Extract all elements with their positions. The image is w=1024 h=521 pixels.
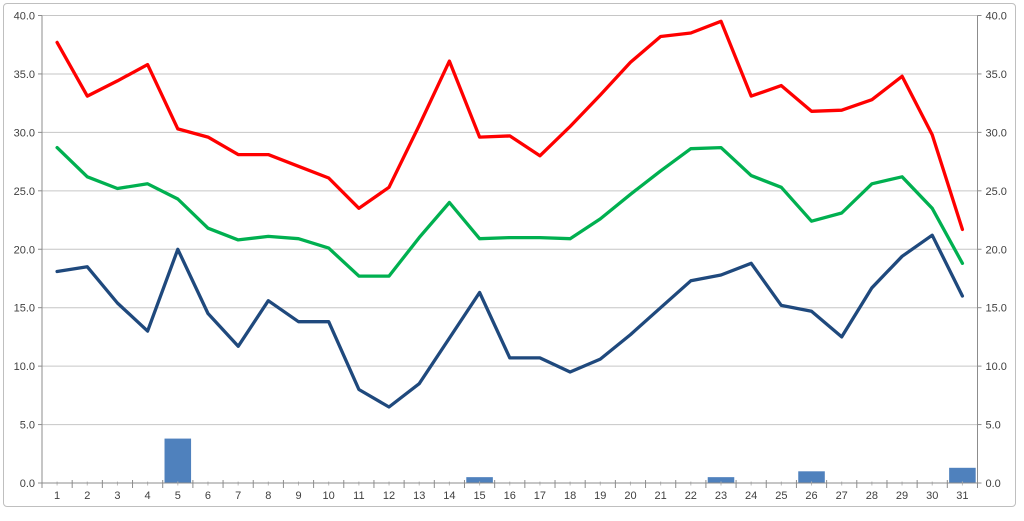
- y-axis-label-right: 5.0: [986, 420, 1001, 432]
- x-axis-label: 15: [473, 490, 485, 502]
- y-axis-label-left: 0.0: [20, 478, 35, 490]
- y-axis-label-right: 10.0: [986, 361, 1007, 373]
- x-axis-label: 26: [805, 490, 817, 502]
- bar-23: [707, 477, 735, 483]
- x-axis-label: 17: [534, 490, 546, 502]
- bar-26: [798, 471, 825, 483]
- x-axis-label: 1: [54, 490, 60, 502]
- x-axis-label: 24: [745, 490, 757, 502]
- x-axis-label: 16: [504, 490, 516, 502]
- x-axis-label: 23: [715, 490, 727, 502]
- y-axis-label-left: 5.0: [20, 420, 35, 432]
- x-axis-label: 4: [145, 490, 151, 502]
- x-axis-label: 14: [443, 490, 455, 502]
- x-axis-label: 22: [685, 490, 697, 502]
- series-red-line: [55, 19, 965, 232]
- x-axis-label: 20: [624, 490, 636, 502]
- bar-5: [164, 438, 192, 483]
- x-axis-label: 28: [866, 490, 878, 502]
- x-axis-label: 27: [836, 490, 848, 502]
- y-axis-label-right: 0.0: [986, 478, 1001, 490]
- x-axis-label: 6: [205, 490, 211, 502]
- bar-31: [949, 467, 976, 483]
- x-axis-label: 21: [655, 490, 667, 502]
- y-axis-label-left: 25.0: [14, 186, 35, 198]
- y-axis-label-right: 20.0: [986, 244, 1007, 256]
- y-axis-label-right: 30.0: [986, 127, 1007, 139]
- x-axis-label: 9: [295, 490, 301, 502]
- x-axis-label: 10: [323, 490, 335, 502]
- x-axis-label: 29: [896, 490, 908, 502]
- series-dark-blue-line: [55, 233, 965, 409]
- y-axis-label-left: 10.0: [14, 361, 35, 373]
- x-axis-label: 30: [926, 490, 938, 502]
- x-axis-label: 3: [114, 490, 120, 502]
- x-axis-label: 31: [956, 490, 968, 502]
- bar-15: [466, 477, 493, 483]
- x-axis-label: 2: [84, 490, 90, 502]
- y-axis-label-left: 15.0: [14, 303, 35, 315]
- x-axis-label: 18: [564, 490, 576, 502]
- y-axis-label-left: 40.0: [14, 11, 35, 23]
- chart-frame: [3, 3, 1016, 507]
- y-axis-label-right: 40.0: [986, 11, 1007, 23]
- x-axis-label: 25: [775, 490, 787, 502]
- series-green-line: [55, 145, 965, 278]
- y-axis-label-left: 20.0: [14, 244, 35, 256]
- y-axis-label-right: 15.0: [986, 303, 1007, 315]
- x-axis-label: 13: [413, 490, 425, 502]
- x-axis-label: 8: [265, 490, 271, 502]
- y-axis-label-right: 25.0: [986, 186, 1007, 198]
- x-axis-label: 7: [235, 490, 241, 502]
- y-axis-label-left: 35.0: [14, 69, 35, 81]
- x-axis-label: 19: [594, 490, 606, 502]
- y-axis-label-left: 30.0: [14, 127, 35, 139]
- x-axis-label: 11: [353, 490, 364, 502]
- x-axis-label: 5: [175, 490, 181, 502]
- y-axis-label-right: 35.0: [986, 69, 1007, 81]
- x-axis-label: 12: [383, 490, 395, 502]
